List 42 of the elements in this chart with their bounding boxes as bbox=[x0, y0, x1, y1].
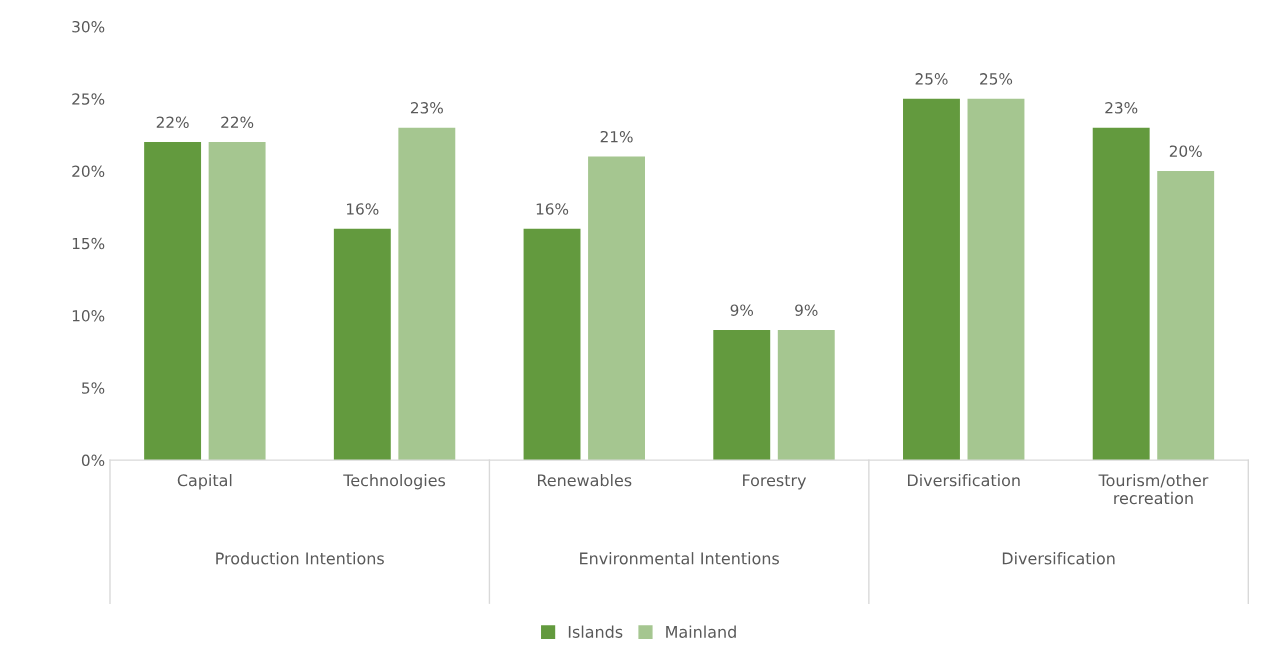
x-tick-label: Diversification bbox=[908, 473, 1020, 487]
x-tick-label: Technologies bbox=[343, 473, 446, 490]
data-label: 16% bbox=[536, 203, 569, 215]
y-tick-label: 20% bbox=[72, 165, 105, 178]
data-label: 25% bbox=[915, 73, 948, 85]
data-label: 9% bbox=[730, 304, 754, 316]
y-tick-label: 10% bbox=[72, 310, 105, 322]
x-tick-label: Tourism/other recreation bbox=[1098, 473, 1209, 505]
bar bbox=[398, 127, 456, 461]
x-tick-label: Capital bbox=[177, 473, 232, 490]
data-label: 22% bbox=[156, 116, 189, 129]
legend-label: Islands bbox=[568, 625, 623, 638]
legend-label: Mainland bbox=[666, 625, 736, 638]
bar bbox=[1157, 171, 1215, 461]
x-tick-label: Forestry bbox=[743, 474, 807, 490]
bar bbox=[333, 228, 391, 461]
text: Environmental Intentions bbox=[580, 552, 779, 565]
x-tick-label: Renewables bbox=[537, 473, 632, 487]
text: Diversification bbox=[1002, 552, 1115, 565]
bar bbox=[208, 142, 266, 461]
data-label: 22% bbox=[221, 116, 254, 129]
bar bbox=[713, 330, 771, 461]
data-label: 9% bbox=[795, 304, 818, 316]
data-label: 20% bbox=[1169, 145, 1202, 157]
data-label: 23% bbox=[410, 102, 443, 114]
y-tick-label: 25% bbox=[72, 93, 105, 105]
y-tick-label: 5% bbox=[82, 382, 105, 394]
bar bbox=[523, 228, 581, 461]
bar bbox=[588, 156, 645, 461]
y-tick-label: 0% bbox=[81, 454, 105, 467]
data-label: 25% bbox=[980, 73, 1013, 85]
y-tick-label: 30% bbox=[72, 20, 105, 33]
data-label: 21% bbox=[600, 130, 633, 143]
data-label: 23% bbox=[1105, 102, 1138, 114]
bar bbox=[967, 98, 1025, 461]
bar bbox=[903, 98, 960, 461]
y-tick-label: 15% bbox=[72, 237, 105, 250]
bar bbox=[1092, 127, 1150, 461]
bar bbox=[144, 142, 202, 461]
bar bbox=[777, 330, 835, 461]
text: Production Intentions bbox=[216, 552, 384, 565]
data-label: 16% bbox=[347, 203, 379, 215]
